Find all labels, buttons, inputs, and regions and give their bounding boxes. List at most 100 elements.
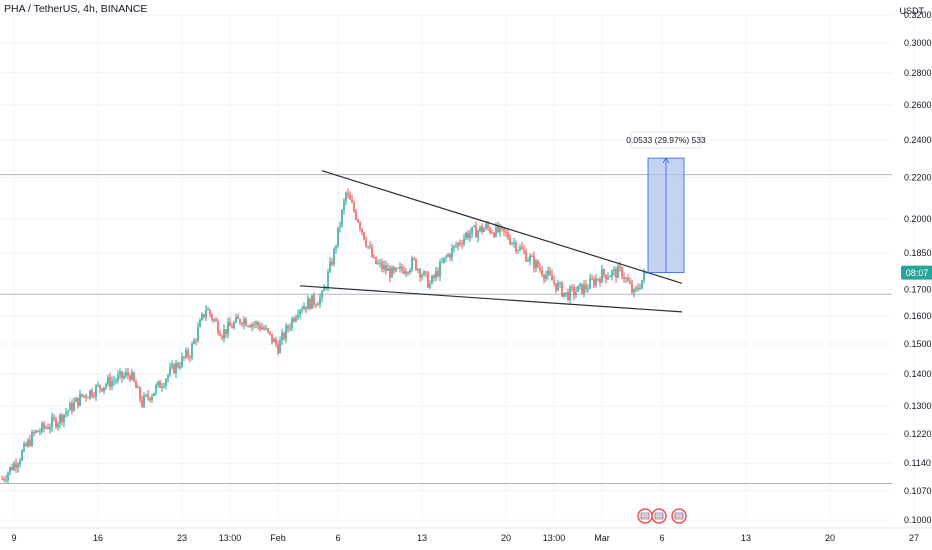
candle-body — [493, 232, 495, 237]
candle-body — [141, 399, 143, 407]
measure-label: 0.0533 (29.97%) 533 — [626, 135, 706, 145]
candle-body — [465, 232, 467, 239]
candle-body — [437, 271, 439, 277]
trendline[interactable] — [299, 285, 683, 313]
candle-body — [473, 225, 475, 227]
candle-body — [297, 314, 299, 318]
candle-body — [163, 385, 165, 387]
candle-body — [51, 417, 53, 428]
candle-body — [379, 262, 381, 264]
candle-body — [87, 397, 89, 399]
candle-body — [183, 356, 185, 358]
candle-body — [387, 268, 389, 272]
trendlines[interactable] — [299, 170, 683, 313]
candle-body — [523, 249, 525, 252]
candle-body — [113, 380, 115, 382]
candle-body — [151, 395, 153, 401]
time-tick-label: 23 — [177, 533, 187, 543]
candle-body — [29, 439, 31, 446]
candle-body — [69, 402, 71, 411]
candle-body — [115, 380, 117, 382]
price-tick-label: 0.2200 — [904, 173, 932, 183]
candle-body — [383, 265, 385, 270]
candle-body — [559, 282, 561, 284]
candle-body — [579, 283, 581, 286]
candle-body — [85, 395, 87, 398]
candle-body — [333, 249, 335, 265]
candle-body — [143, 395, 145, 407]
candle-body — [525, 251, 527, 262]
candle-body — [639, 288, 641, 290]
candle-body — [425, 271, 427, 273]
flag-icon[interactable] — [671, 508, 687, 524]
time-tick-label: 13:00 — [219, 533, 242, 543]
flag-icon[interactable] — [637, 508, 653, 524]
candle-body — [293, 318, 295, 322]
candle-body — [511, 242, 513, 244]
candle-body — [535, 260, 537, 269]
candle-body — [605, 274, 607, 280]
candle-body — [127, 372, 129, 376]
candle-body — [393, 267, 395, 271]
candle-body — [585, 284, 587, 290]
candle-body — [47, 427, 49, 430]
time-axis[interactable]: 9 16 23 13:00 Feb 6 13 20 13:00 Mar 6 13 20 27 — [0, 527, 932, 543]
candle-body — [45, 427, 47, 429]
candle-body — [101, 388, 103, 392]
candle-body — [335, 246, 337, 250]
time-tick-label: 13:00 — [543, 533, 566, 543]
candle-body — [385, 265, 387, 272]
candle-body — [583, 284, 585, 294]
candle-body — [221, 335, 223, 338]
candle-body — [201, 314, 203, 321]
candle-body — [229, 321, 231, 327]
candle-body — [419, 269, 421, 278]
measure-tool[interactable]: 0.0533 (29.97%) 533 — [626, 131, 706, 273]
candle-body — [225, 328, 227, 335]
candle-body — [401, 266, 403, 271]
flag-icon[interactable] — [651, 508, 667, 524]
candle-body — [199, 320, 201, 328]
flag-icon-field — [654, 512, 664, 520]
candle-body — [621, 267, 623, 277]
trendline[interactable] — [321, 170, 683, 284]
price-tick-label: 0.1140 — [904, 458, 931, 468]
candle-body — [197, 327, 199, 341]
candle-body — [589, 278, 591, 289]
candle-body — [587, 288, 589, 290]
candle-body — [373, 256, 375, 258]
candle-body — [159, 381, 161, 388]
event-icons[interactable] — [637, 508, 687, 524]
time-tick-label: 6 — [659, 533, 664, 543]
candle-body — [279, 340, 281, 354]
candle-body — [223, 328, 225, 338]
candle-body — [37, 430, 39, 433]
candle-body — [619, 266, 621, 268]
candle-body — [13, 463, 15, 471]
candle-body — [367, 245, 369, 247]
candle-body — [27, 439, 29, 446]
candle-body — [239, 319, 241, 324]
price-tag-label: 08:07 — [906, 268, 929, 278]
candle-body — [595, 278, 597, 286]
candle-body — [395, 267, 397, 271]
time-tick-label: 27 — [909, 533, 919, 543]
price-axis[interactable]: 0.3200 0.3000 0.2800 0.2600 0.2400 0.2200 0.20… — [904, 10, 932, 525]
candle-body — [439, 262, 441, 277]
price-tick-label: 0.2000 — [904, 214, 932, 224]
candle-body — [601, 269, 603, 283]
candle-body — [363, 231, 365, 240]
candle-body — [295, 317, 297, 322]
candle-body — [303, 306, 305, 310]
candle-body — [503, 227, 505, 232]
candle-body — [409, 269, 411, 273]
candle-body — [99, 384, 101, 389]
candle-body — [11, 467, 13, 471]
candle-body — [507, 232, 509, 239]
price-tick-label: 0.1850 — [904, 248, 932, 258]
candle-body — [479, 226, 481, 231]
candle-body — [571, 287, 573, 289]
candle-body — [499, 226, 501, 233]
candle-body — [153, 392, 155, 396]
